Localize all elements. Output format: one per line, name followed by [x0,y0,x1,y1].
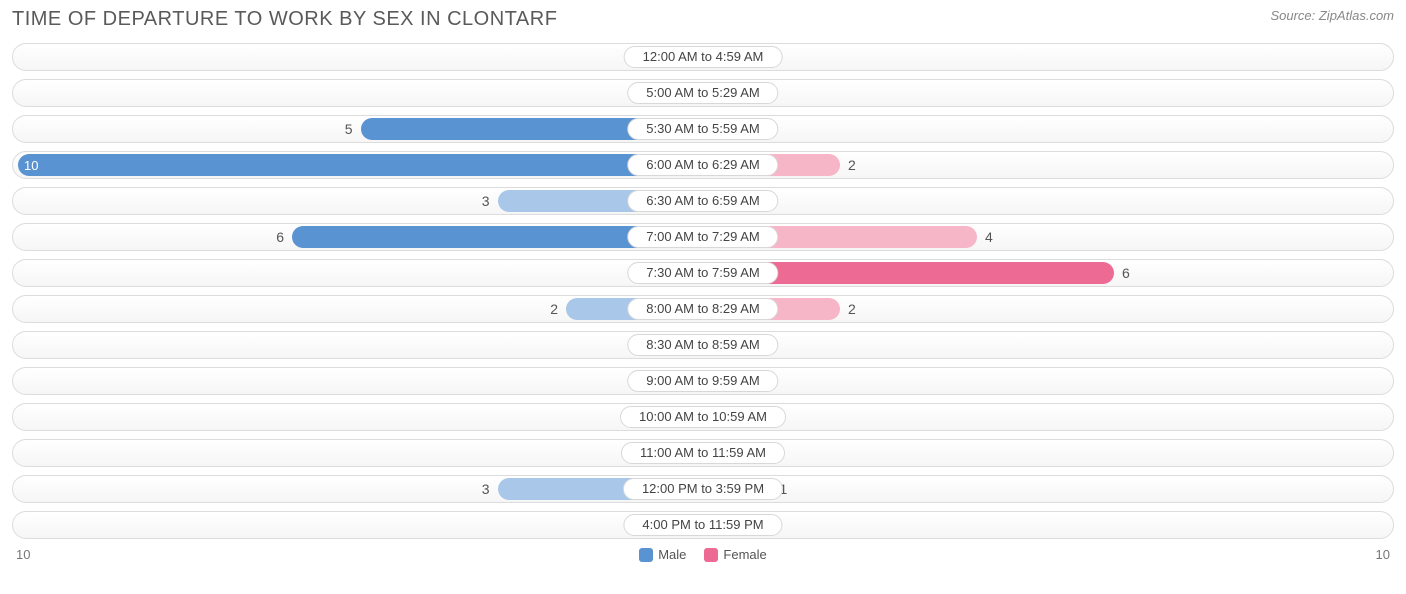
chart-row: 008:30 AM to 8:59 AM [12,331,1394,359]
legend-item-male: Male [639,547,686,562]
time-range-label: 6:00 AM to 6:29 AM [627,154,778,176]
time-range-label: 5:00 AM to 5:29 AM [627,82,778,104]
legend-label-female: Female [723,547,766,562]
chart-row: 10 2 6:00 AM to 6:29 AM [12,151,1394,179]
chart-row: 306:30 AM to 6:59 AM [12,187,1394,215]
chart-row: 505:30 AM to 5:59 AM [12,115,1394,143]
female-value: 6 [1114,265,1130,281]
female-swatch-icon [704,548,718,562]
chart-row: 067:30 AM to 7:59 AM [12,259,1394,287]
chart-row: 009:00 AM to 9:59 AM [12,367,1394,395]
time-range-label: 10:00 AM to 10:59 AM [620,406,786,428]
time-range-label: 6:30 AM to 6:59 AM [627,190,778,212]
source-attribution: Source: ZipAtlas.com [1270,8,1394,23]
female-value: 4 [977,229,993,245]
male-value: 3 [482,481,498,497]
male-value: 5 [345,121,361,137]
time-range-label: 8:00 AM to 8:29 AM [627,298,778,320]
male-value: 2 [550,301,566,317]
chart-row: 6 4 7:00 AM to 7:29 AM [12,223,1394,251]
time-range-label: 7:00 AM to 7:29 AM [627,226,778,248]
time-range-label: 5:30 AM to 5:59 AM [627,118,778,140]
male-value: 10 [24,158,38,173]
time-range-label: 7:30 AM to 7:59 AM [627,262,778,284]
time-range-label: 4:00 PM to 11:59 PM [623,514,782,536]
time-range-label: 9:00 AM to 9:59 AM [627,370,778,392]
chart-row: 004:00 PM to 11:59 PM [12,511,1394,539]
axis-right-max: 10 [1376,547,1390,562]
chart-title: TIME OF DEPARTURE TO WORK BY SEX IN CLON… [12,8,557,31]
legend: Male Female [639,547,767,562]
axis-left-max: 10 [16,547,30,562]
chart-row: 2 2 8:00 AM to 8:29 AM [12,295,1394,323]
male-swatch-icon [639,548,653,562]
chart-row: 0010:00 AM to 10:59 AM [12,403,1394,431]
legend-label-male: Male [658,547,686,562]
male-bar: 10 [18,154,703,176]
time-range-label: 11:00 AM to 11:59 AM [621,442,785,464]
legend-item-female: Female [704,547,766,562]
male-value: 6 [276,229,292,245]
time-range-label: 12:00 PM to 3:59 PM [623,478,783,500]
chart-row: 0011:00 AM to 11:59 AM [12,439,1394,467]
diverging-bar-chart: 0012:00 AM to 4:59 AM 005:00 AM to 5:29 A… [12,43,1394,539]
chart-row: 0012:00 AM to 4:59 AM [12,43,1394,71]
chart-row: 3112:00 PM to 3:59 PM [12,475,1394,503]
male-value: 3 [482,193,498,209]
time-range-label: 12:00 AM to 4:59 AM [624,46,783,68]
female-value: 2 [840,157,856,173]
female-value: 2 [840,301,856,317]
chart-row: 005:00 AM to 5:29 AM [12,79,1394,107]
time-range-label: 8:30 AM to 8:59 AM [627,334,778,356]
